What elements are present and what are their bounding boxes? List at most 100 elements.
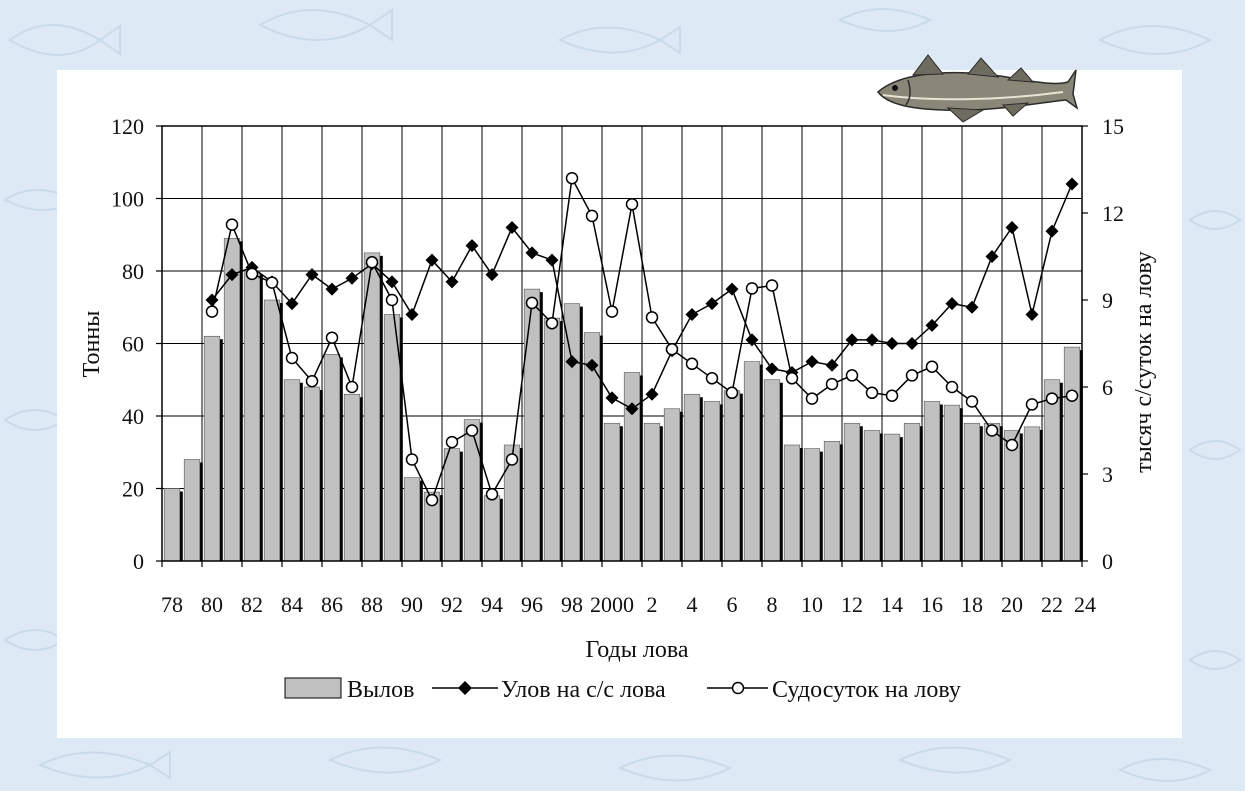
bar xyxy=(323,354,341,562)
tick-label-x: 10 xyxy=(801,592,823,617)
tick-label-right: 6 xyxy=(1102,375,1113,400)
bar xyxy=(563,303,581,562)
point-sudosutok xyxy=(385,293,399,307)
point-ulov xyxy=(1065,177,1079,191)
point-sudosutok xyxy=(225,218,239,231)
bar xyxy=(223,238,241,562)
point-ulov xyxy=(625,402,639,416)
point-ulov xyxy=(825,358,839,372)
point-ulov xyxy=(765,362,779,376)
point-ulov xyxy=(405,308,419,321)
tick-label-right: 3 xyxy=(1102,462,1113,487)
point-ulov xyxy=(585,358,599,372)
tick-label-x: 80 xyxy=(201,592,223,617)
bar xyxy=(263,299,281,562)
point-ulov xyxy=(925,318,939,332)
bar xyxy=(983,422,1001,562)
tick-label-x: 78 xyxy=(161,592,183,617)
tick-label-x: 98 xyxy=(561,592,583,617)
point-sudosutok xyxy=(305,374,319,388)
bar xyxy=(903,422,921,562)
point-ulov xyxy=(1045,224,1059,238)
bar xyxy=(643,422,661,562)
bar xyxy=(603,422,621,562)
bar xyxy=(163,488,181,562)
point-sudosutok xyxy=(205,305,219,318)
bar xyxy=(943,404,961,562)
legend-marker-ulov xyxy=(458,681,472,695)
point-sudosutok xyxy=(1025,398,1039,411)
point-ulov xyxy=(425,253,439,267)
legend-marker-sudosutok xyxy=(731,681,745,695)
point-sudosutok xyxy=(925,360,939,373)
point-ulov xyxy=(1005,221,1019,234)
bar xyxy=(743,361,761,562)
point-sudosutok xyxy=(1065,389,1079,402)
tick-label-x: 86 xyxy=(321,592,343,617)
bar xyxy=(803,448,821,562)
bar xyxy=(923,401,941,562)
tick-label-x: 8 xyxy=(767,592,778,617)
tick-label-left: 60 xyxy=(122,332,144,357)
bar xyxy=(783,444,801,562)
bar xyxy=(343,393,361,562)
bar xyxy=(963,422,981,562)
point-ulov xyxy=(445,275,459,289)
legend: Вылов Улов на с/с лова Судосуток на лову xyxy=(284,677,961,703)
point-ulov xyxy=(325,282,339,296)
bar xyxy=(523,288,541,562)
point-sudosutok xyxy=(905,369,919,382)
point-sudosutok xyxy=(645,311,659,324)
tick-label-x: 18 xyxy=(961,592,983,617)
bar xyxy=(623,372,641,562)
point-ulov xyxy=(685,308,699,321)
point-ulov xyxy=(505,221,519,234)
point-sudosutok xyxy=(405,453,419,466)
point-sudosutok xyxy=(425,493,439,507)
bar xyxy=(463,419,481,562)
point-sudosutok xyxy=(565,171,579,185)
bar xyxy=(763,379,781,562)
point-ulov xyxy=(945,297,959,311)
tick-label-x: 12 xyxy=(841,592,863,617)
point-sudosutok xyxy=(685,357,699,371)
bar xyxy=(383,314,401,562)
point-ulov xyxy=(285,297,299,311)
x-axis-label: Годы лова xyxy=(585,637,688,663)
point-ulov xyxy=(465,239,479,253)
bar xyxy=(283,379,301,562)
tick-label-left: 40 xyxy=(122,404,144,429)
bar xyxy=(1023,426,1041,562)
point-sudosutok xyxy=(605,305,619,318)
bar xyxy=(183,459,201,562)
tick-label-x: 16 xyxy=(921,592,943,617)
point-sudosutok xyxy=(785,372,799,385)
x-axis-ticks: 78 80 82 84 86 88 90 92 94 96 98 2000 2 4 6 8 10 12 14 16 18… xyxy=(161,561,1096,617)
point-sudosutok xyxy=(885,389,899,402)
point-ulov xyxy=(865,333,879,347)
point-sudosutok xyxy=(805,392,819,405)
point-sudosutok xyxy=(705,372,719,385)
bar xyxy=(243,270,261,562)
bar xyxy=(823,441,841,562)
bar xyxy=(683,393,701,562)
left-axis-ticks: 0 20 40 60 80 100 120 xyxy=(111,114,162,574)
point-sudosutok xyxy=(625,198,639,211)
point-sudosutok xyxy=(365,256,379,269)
bar xyxy=(883,433,901,562)
point-ulov xyxy=(1025,308,1039,321)
point-ulov xyxy=(205,293,219,307)
point-ulov xyxy=(565,355,579,369)
tick-label-left: 20 xyxy=(122,477,144,502)
tick-label-x: 96 xyxy=(521,592,543,617)
point-ulov xyxy=(905,337,919,350)
tick-label-x: 82 xyxy=(241,592,263,617)
point-sudosutok xyxy=(765,279,779,292)
point-sudosutok xyxy=(285,351,299,365)
point-sudosutok xyxy=(665,343,679,356)
tick-label-right: 9 xyxy=(1102,288,1113,313)
tick-label-left: 120 xyxy=(111,114,144,139)
bar xyxy=(203,335,221,562)
point-ulov xyxy=(305,268,319,282)
legend-label-ulov: Улов на с/с лова xyxy=(501,677,666,703)
